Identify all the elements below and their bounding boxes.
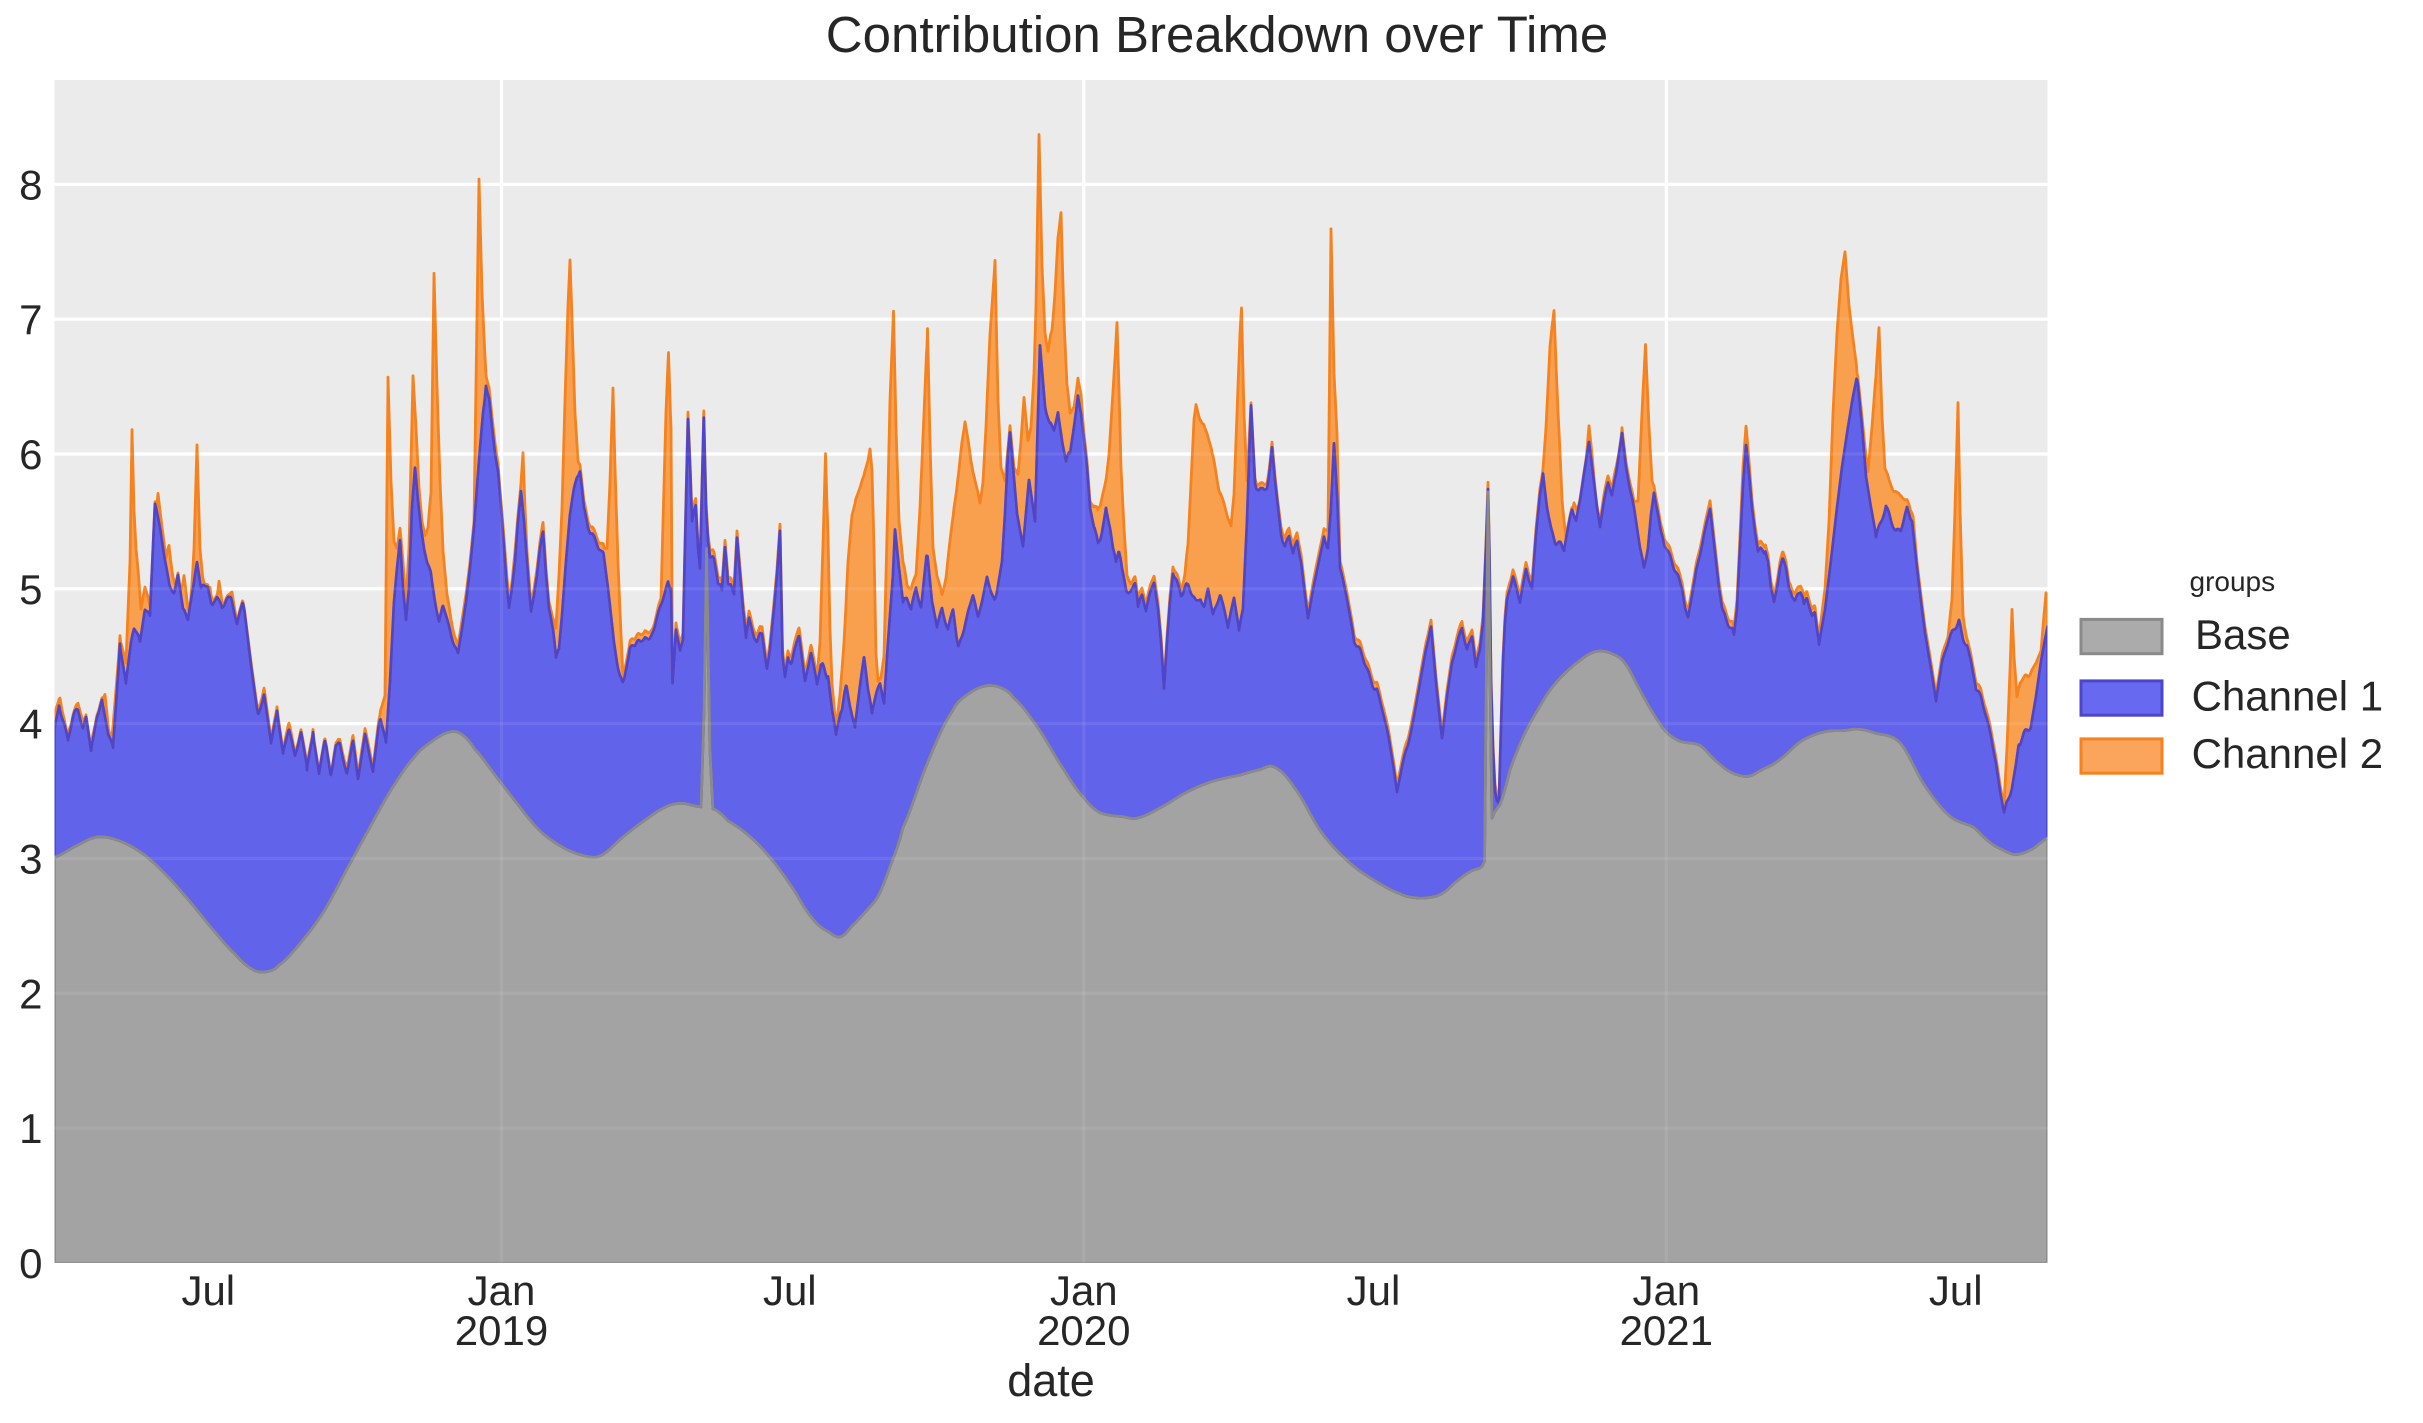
svg-text:Jan: Jan (1632, 1267, 1700, 1314)
svg-text:4: 4 (19, 701, 42, 748)
svg-text:Contribution Breakdown over Ti: Contribution Breakdown over Time (826, 6, 1608, 63)
svg-text:Jul: Jul (1347, 1267, 1401, 1314)
svg-text:Base: Base (2195, 611, 2291, 658)
svg-text:2020: 2020 (1037, 1307, 1130, 1354)
svg-text:Jan: Jan (468, 1267, 536, 1314)
svg-text:0: 0 (19, 1240, 42, 1287)
svg-text:2019: 2019 (455, 1307, 548, 1354)
svg-text:Channel 1: Channel 1 (2192, 672, 2383, 719)
svg-text:6: 6 (19, 431, 42, 478)
svg-text:Channel 2: Channel 2 (2192, 730, 2383, 777)
svg-text:groups: groups (2190, 566, 2276, 597)
svg-text:5: 5 (19, 566, 42, 613)
svg-text:8: 8 (19, 161, 42, 208)
svg-text:date: date (1007, 1355, 1095, 1406)
svg-text:7: 7 (19, 296, 42, 343)
svg-text:Jan: Jan (1050, 1267, 1118, 1314)
svg-text:3: 3 (19, 836, 42, 883)
svg-text:2: 2 (19, 970, 42, 1017)
svg-text:1: 1 (19, 1105, 42, 1152)
svg-text:Jul: Jul (181, 1267, 235, 1314)
svg-text:Jul: Jul (763, 1267, 817, 1314)
svg-text:2021: 2021 (1620, 1307, 1713, 1354)
svg-text:Jul: Jul (1929, 1267, 1983, 1314)
